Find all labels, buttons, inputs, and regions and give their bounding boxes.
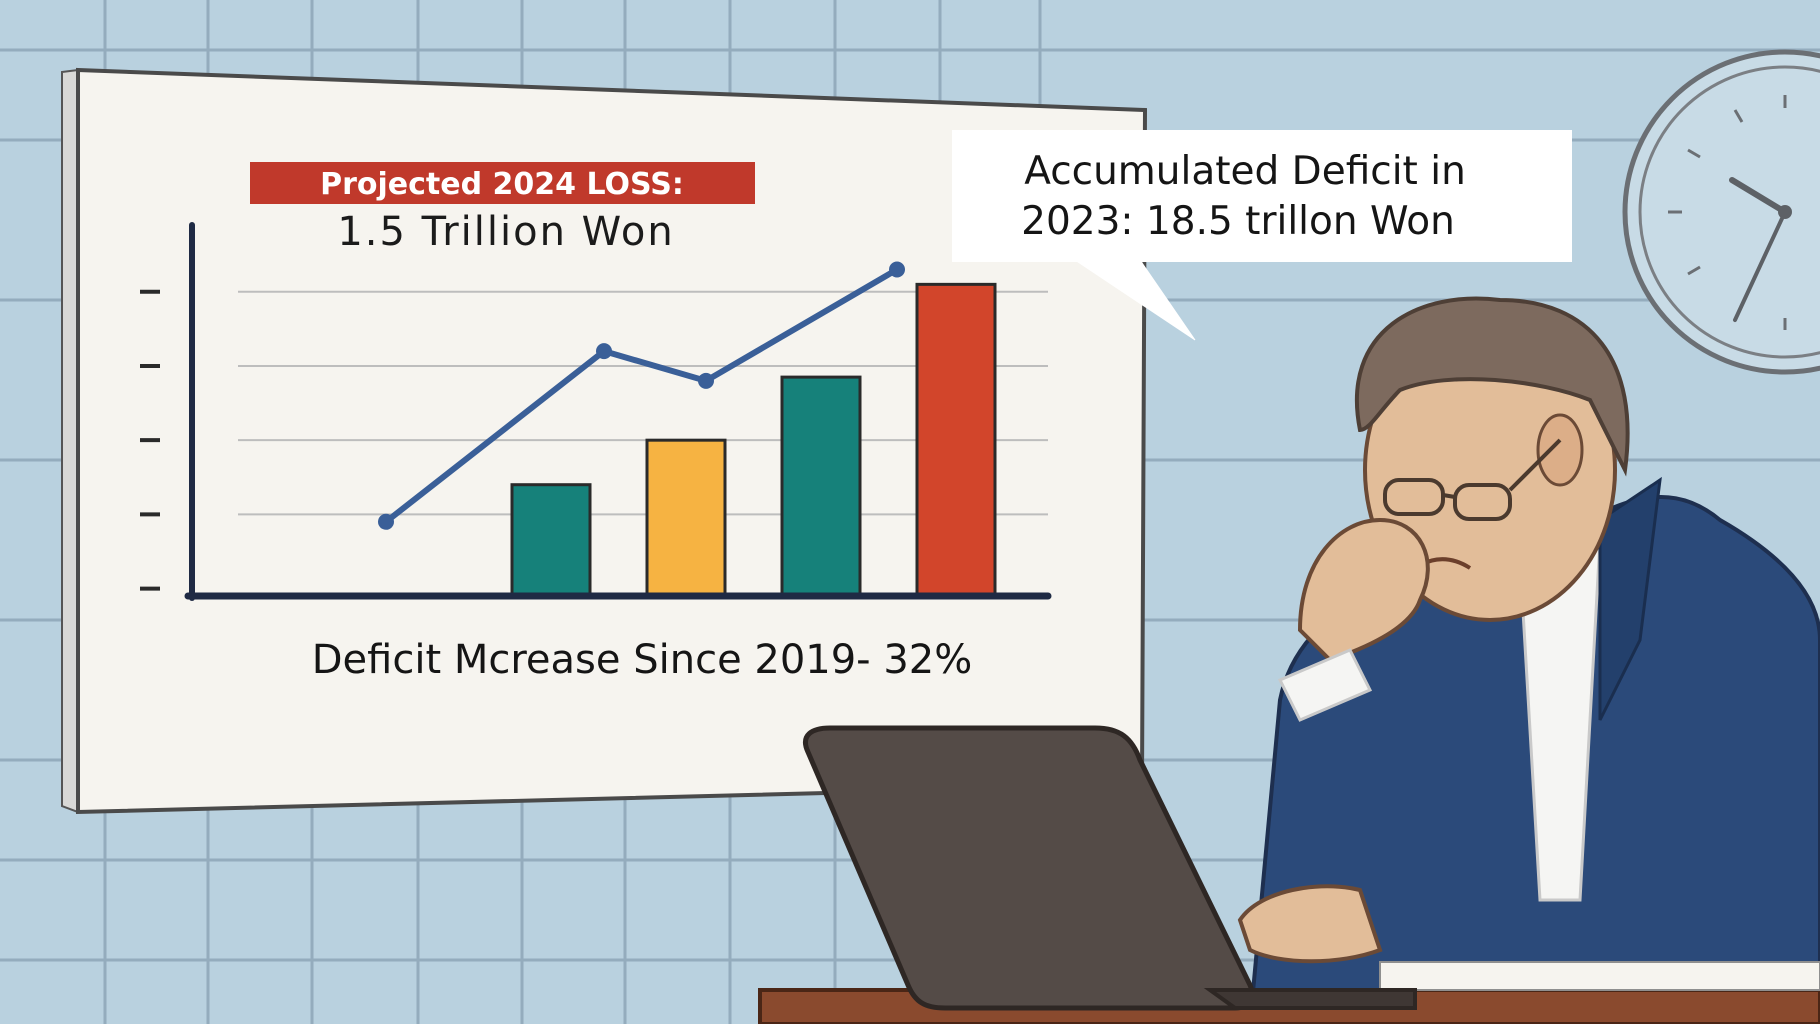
y-axis-ticks [140, 289, 160, 591]
speech-bubble-line-2: 2023: 18.5 trillon Won [1021, 199, 1455, 244]
bar [780, 375, 862, 598]
bar [510, 483, 592, 598]
line-point [698, 372, 714, 389]
line-point [378, 513, 394, 530]
wall-clock [1622, 49, 1820, 375]
chart-grid [238, 290, 1048, 516]
line-series [384, 266, 899, 525]
chart-bars [510, 282, 997, 598]
laptop [803, 725, 1417, 1011]
worried-man [1237, 296, 1820, 1024]
chart-title: Projected 2024 LOSS: [320, 167, 684, 202]
speech-bubble-line-1: Accumulated Deficit in [1024, 149, 1466, 194]
bar [915, 282, 997, 598]
paper-stack [1379, 961, 1820, 991]
speech-bubble [952, 130, 1572, 341]
chart-caption: Deficit Mcrease Since 2019- 32% [312, 637, 973, 683]
chart-banner [250, 162, 755, 204]
bar [645, 438, 727, 598]
line-point [596, 343, 612, 360]
line-point [889, 261, 905, 278]
chart-subtitle: 1.5 Trillion Won [337, 209, 674, 255]
chart-line [378, 261, 905, 530]
deficit-chart [140, 222, 1052, 601]
